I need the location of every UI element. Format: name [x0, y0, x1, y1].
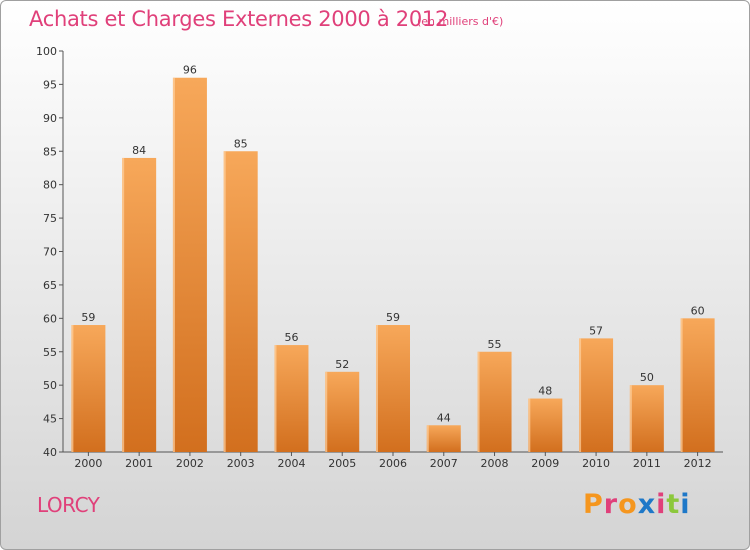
bar-highlight	[477, 351, 480, 452]
bar-value-label: 60	[691, 304, 705, 317]
bar-value-label: 55	[488, 338, 502, 351]
y-tick-label: 90	[43, 112, 57, 125]
logo-letter: i	[680, 489, 691, 520]
bar	[71, 325, 106, 452]
y-tick-label: 95	[43, 78, 57, 91]
x-tick-label: 2005	[328, 457, 356, 470]
chart-subtitle: (en milliers d'€)	[417, 15, 504, 28]
bar-value-label: 52	[335, 358, 349, 371]
logo-letter: x	[637, 489, 657, 520]
bar-value-label: 96	[183, 64, 197, 77]
logo-letter: P	[583, 489, 604, 520]
bar-highlight	[71, 325, 74, 452]
bar	[122, 157, 157, 452]
bar	[376, 325, 410, 452]
y-tick-label: 50	[43, 379, 57, 392]
bar-highlight	[680, 318, 683, 452]
bar-highlight	[579, 338, 582, 452]
bar-highlight	[274, 345, 277, 452]
x-tick-label: 2000	[74, 457, 102, 470]
commune-name: LORCY	[37, 493, 100, 517]
logo-letter: r	[603, 489, 619, 520]
bar-highlight	[528, 398, 531, 452]
y-tick-label: 75	[43, 212, 57, 225]
logo-letter: i	[656, 489, 667, 520]
bar	[426, 425, 461, 452]
y-tick-label: 60	[43, 312, 57, 325]
y-tick-label: 80	[43, 179, 57, 192]
x-tick-label: 2012	[684, 457, 712, 470]
x-tick-label: 2004	[277, 457, 305, 470]
bar	[172, 77, 207, 452]
y-tick-label: 85	[43, 145, 57, 158]
bar-value-label: 50	[640, 371, 654, 384]
x-tick-label: 2010	[582, 457, 610, 470]
bar-highlight	[629, 385, 632, 452]
x-tick-label: 2003	[227, 457, 255, 470]
bar-value-label: 59	[386, 311, 400, 324]
bar-value-label: 84	[132, 144, 146, 157]
bar-value-label: 57	[589, 324, 603, 337]
y-tick-label: 100	[36, 45, 57, 58]
bar	[579, 338, 614, 452]
bar	[528, 398, 563, 452]
chart-title: Achats et Charges Externes 2000 à 2012	[29, 7, 449, 31]
bar-value-label: 56	[284, 331, 298, 344]
bar	[223, 151, 258, 452]
bar	[325, 371, 360, 452]
x-tick-label: 2007	[430, 457, 458, 470]
bars	[71, 77, 715, 452]
x-tick-label: 2001	[125, 457, 153, 470]
bar	[629, 385, 664, 452]
x-tick-label: 2002	[176, 457, 204, 470]
x-tick-label: 2008	[481, 457, 509, 470]
x-tick-label: 2006	[379, 457, 407, 470]
bar-value-label: 48	[538, 385, 552, 398]
bar	[477, 351, 512, 452]
proxiti-logo[interactable]: Proxiti	[583, 489, 691, 520]
y-tick-label: 45	[43, 413, 57, 426]
bar	[274, 345, 309, 452]
bar-value-label: 44	[437, 411, 451, 424]
logo-letter: o	[618, 489, 638, 520]
bar-highlight	[172, 77, 175, 452]
bar-highlight	[426, 425, 429, 452]
y-tick-label: 40	[43, 446, 57, 459]
y-tick-label: 70	[43, 246, 57, 259]
bar-highlight	[223, 151, 226, 452]
bar-value-label: 59	[81, 311, 95, 324]
y-tick-label: 65	[43, 279, 57, 292]
bar	[680, 318, 715, 452]
x-tick-label: 2011	[633, 457, 661, 470]
x-tick-label: 2009	[531, 457, 559, 470]
value-labels: 59 84 96 85 56 52 59 44 55 48 57 50 60	[81, 64, 704, 425]
bar-highlight	[376, 325, 378, 452]
logo-letter: t	[666, 489, 681, 520]
bar-highlight	[325, 371, 328, 452]
axes: 40 45 50 55 60 65 70 75 80 85 90 95 100 2000 2001 2002 2…	[36, 45, 723, 470]
bar-highlight	[122, 157, 125, 452]
bar-value-label: 85	[234, 137, 248, 150]
y-tick-label: 55	[43, 346, 57, 359]
